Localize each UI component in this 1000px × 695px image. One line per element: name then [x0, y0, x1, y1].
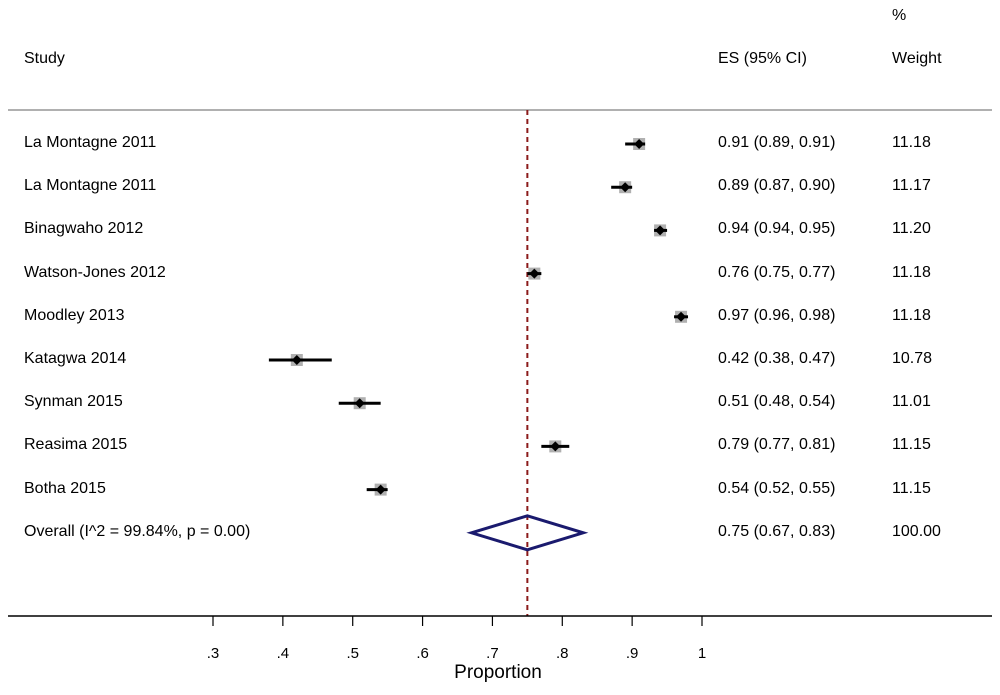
study-name: Watson-Jones 2012	[24, 263, 166, 281]
x-tick-label: .3	[207, 645, 220, 662]
x-tick-label: .7	[486, 645, 499, 662]
effect-size-ci: 0.75 (0.67, 0.83)	[718, 522, 836, 540]
weight-value: 11.20	[892, 220, 931, 238]
x-tick-label: 1	[698, 645, 706, 662]
x-tick-label: .6	[416, 645, 429, 662]
study-row: La Montagne 2011 0.89 (0.87, 0.90) 11.17	[0, 177, 1000, 199]
effect-size-ci: 0.94 (0.94, 0.95)	[718, 220, 836, 238]
weight-value: 11.15	[892, 479, 931, 497]
effect-size-ci: 0.91 (0.89, 0.91)	[718, 134, 836, 151]
point-estimate	[550, 441, 561, 452]
x-axis-label: Proportion	[454, 662, 542, 683]
weight-value: 11.01	[892, 393, 931, 411]
study-row: Watson-Jones 2012 0.76 (0.75, 0.77) 11.18	[0, 264, 1000, 286]
weight-value: 11.18	[892, 263, 931, 281]
point-estimate	[354, 398, 365, 409]
point-estimate	[529, 268, 540, 279]
point-estimate	[676, 311, 687, 322]
study-name: Synman 2015	[24, 393, 123, 411]
effect-size-ci: 0.54 (0.52, 0.55)	[718, 479, 836, 497]
weight-value: 10.78	[892, 350, 933, 367]
study-row: Katagwa 2014 0.42 (0.38, 0.47) 10.78	[0, 350, 1000, 372]
study-row: Botha 2015 0.54 (0.52, 0.55) 11.15	[0, 480, 1000, 502]
study-name: Botha 2015	[24, 479, 106, 497]
weight-value: 11.17	[892, 177, 931, 195]
x-tick-label: .5	[346, 645, 359, 662]
weight-column-header: Weight	[892, 50, 942, 67]
overall-label: Overall (I^2 = 99.84%, p = 0.00)	[24, 522, 251, 540]
point-estimate	[655, 225, 666, 236]
weight-value: 11.18	[892, 134, 931, 151]
study-row: Synman 2015 0.51 (0.48, 0.54) 11.01	[0, 393, 1000, 415]
weight-percent-header: %	[892, 7, 907, 24]
effect-size-ci: 0.51 (0.48, 0.54)	[718, 393, 836, 411]
point-estimate	[634, 139, 645, 149]
study-name: Binagwaho 2012	[24, 220, 144, 238]
effect-size-ci: 0.79 (0.77, 0.81)	[718, 436, 836, 454]
weight-value: 11.15	[892, 436, 931, 454]
study-row: Binagwaho 2012 0.94 (0.94, 0.95) 11.20	[0, 220, 1000, 242]
x-tick-label: .4	[277, 645, 290, 662]
study-name: La Montagne 2011	[24, 134, 157, 151]
overall-row: Overall (I^2 = 99.84%, p = 0.00) 0.75 (0.…	[0, 523, 1000, 545]
point-estimate	[291, 355, 302, 365]
effect-size-ci: 0.76 (0.75, 0.77)	[718, 263, 836, 281]
study-name: Katagwa 2014	[24, 350, 127, 367]
effect-size-ci: 0.42 (0.38, 0.47)	[718, 350, 836, 367]
point-estimate	[620, 182, 631, 193]
overall-diamond	[466, 514, 589, 552]
es-column-header: ES (95% CI)	[718, 50, 807, 67]
study-name: Moodley 2013	[24, 306, 125, 324]
study-column-header: Study	[24, 50, 65, 67]
study-row: Moodley 2013 0.97 (0.96, 0.98) 11.18	[0, 307, 1000, 329]
x-tick-label: .9	[626, 645, 639, 662]
point-estimate	[375, 484, 386, 495]
weight-value: 11.18	[892, 306, 931, 324]
study-row: Reasima 2015 0.79 (0.77, 0.81) 11.15	[0, 436, 1000, 458]
effect-size-ci: 0.89 (0.87, 0.90)	[718, 177, 836, 195]
weight-value: 100.00	[892, 522, 941, 540]
study-row: La Montagne 2011 0.91 (0.89, 0.91) 11.18	[0, 134, 1000, 156]
effect-size-ci: 0.97 (0.96, 0.98)	[718, 306, 836, 324]
study-name: Reasima 2015	[24, 436, 128, 454]
study-name: La Montagne 2011	[24, 177, 157, 195]
x-tick-label: .8	[556, 645, 569, 662]
